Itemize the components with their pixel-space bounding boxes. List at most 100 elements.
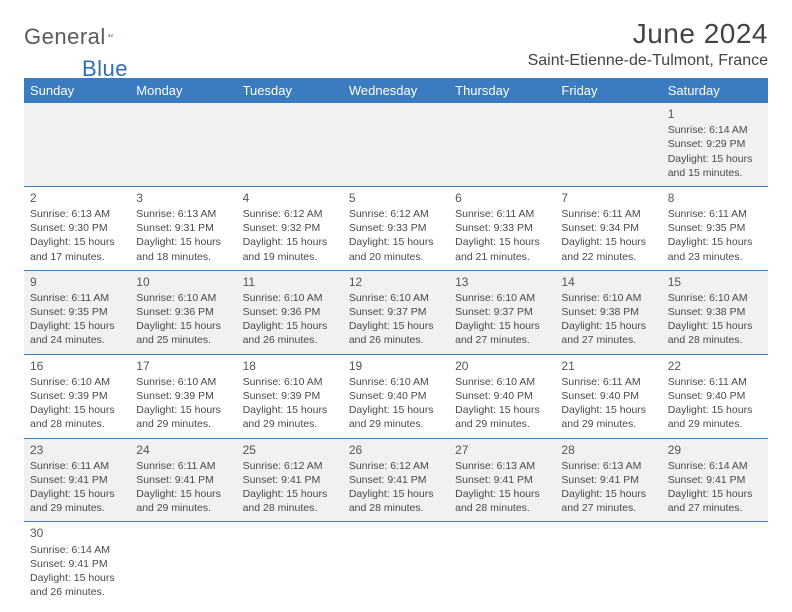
sunset-line: Sunset: 9:35 PM	[668, 221, 762, 235]
location-subtitle: Saint-Etienne-de-Tulmont, France	[528, 52, 768, 70]
calendar-cell: 18Sunrise: 6:10 AMSunset: 9:39 PMDayligh…	[237, 354, 343, 438]
daylight-line: Daylight: 15 hours and 29 minutes.	[349, 403, 443, 431]
sunset-line: Sunset: 9:29 PM	[668, 137, 762, 151]
sunset-line: Sunset: 9:41 PM	[455, 473, 549, 487]
sunset-line: Sunset: 9:35 PM	[30, 305, 124, 319]
logo-sail-icon	[108, 25, 113, 45]
calendar-cell: 29Sunrise: 6:14 AMSunset: 9:41 PMDayligh…	[662, 438, 768, 522]
calendar-cell: 11Sunrise: 6:10 AMSunset: 9:36 PMDayligh…	[237, 270, 343, 354]
daylight-line: Daylight: 15 hours and 29 minutes.	[561, 403, 655, 431]
title-block: June 2024 Saint-Etienne-de-Tulmont, Fran…	[528, 18, 768, 70]
day-number: 17	[136, 358, 230, 374]
calendar-cell: 9Sunrise: 6:11 AMSunset: 9:35 PMDaylight…	[24, 270, 130, 354]
day-number: 15	[668, 274, 762, 290]
calendar-cell: 15Sunrise: 6:10 AMSunset: 9:38 PMDayligh…	[662, 270, 768, 354]
daylight-line: Daylight: 15 hours and 20 minutes.	[349, 235, 443, 263]
day-number: 24	[136, 442, 230, 458]
calendar-cell: 8Sunrise: 6:11 AMSunset: 9:35 PMDaylight…	[662, 186, 768, 270]
sunset-line: Sunset: 9:41 PM	[668, 473, 762, 487]
sunrise-line: Sunrise: 6:10 AM	[349, 375, 443, 389]
sunrise-line: Sunrise: 6:10 AM	[668, 291, 762, 305]
calendar-cell: 6Sunrise: 6:11 AMSunset: 9:33 PMDaylight…	[449, 186, 555, 270]
daylight-line: Daylight: 15 hours and 28 minutes.	[30, 403, 124, 431]
calendar-cell: 14Sunrise: 6:10 AMSunset: 9:38 PMDayligh…	[555, 270, 661, 354]
calendar-cell: 4Sunrise: 6:12 AMSunset: 9:32 PMDaylight…	[237, 186, 343, 270]
calendar-cell: 26Sunrise: 6:12 AMSunset: 9:41 PMDayligh…	[343, 438, 449, 522]
calendar-cell: 21Sunrise: 6:11 AMSunset: 9:40 PMDayligh…	[555, 354, 661, 438]
day-number: 6	[455, 190, 549, 206]
sunrise-line: Sunrise: 6:11 AM	[668, 375, 762, 389]
sunrise-line: Sunrise: 6:13 AM	[455, 459, 549, 473]
day-number: 9	[30, 274, 124, 290]
calendar-cell	[449, 103, 555, 186]
sunset-line: Sunset: 9:30 PM	[30, 221, 124, 235]
logo: General	[24, 24, 134, 50]
sunrise-line: Sunrise: 6:10 AM	[455, 375, 549, 389]
day-number: 5	[349, 190, 443, 206]
sunset-line: Sunset: 9:39 PM	[30, 389, 124, 403]
weekday-header: Friday	[555, 78, 661, 103]
sunrise-line: Sunrise: 6:12 AM	[243, 459, 337, 473]
day-number: 14	[561, 274, 655, 290]
daylight-line: Daylight: 15 hours and 29 minutes.	[136, 487, 230, 515]
calendar-cell	[343, 103, 449, 186]
daylight-line: Daylight: 15 hours and 15 minutes.	[668, 152, 762, 180]
sunrise-line: Sunrise: 6:11 AM	[561, 207, 655, 221]
calendar-cell: 2Sunrise: 6:13 AMSunset: 9:30 PMDaylight…	[24, 186, 130, 270]
sunrise-line: Sunrise: 6:10 AM	[30, 375, 124, 389]
sunrise-line: Sunrise: 6:11 AM	[668, 207, 762, 221]
sunset-line: Sunset: 9:41 PM	[30, 473, 124, 487]
day-number: 19	[349, 358, 443, 374]
calendar-cell	[237, 522, 343, 605]
daylight-line: Daylight: 15 hours and 26 minutes.	[349, 319, 443, 347]
day-number: 1	[668, 106, 762, 122]
daylight-line: Daylight: 15 hours and 29 minutes.	[668, 403, 762, 431]
daylight-line: Daylight: 15 hours and 28 minutes.	[455, 487, 549, 515]
calendar-cell: 24Sunrise: 6:11 AMSunset: 9:41 PMDayligh…	[130, 438, 236, 522]
sunset-line: Sunset: 9:41 PM	[136, 473, 230, 487]
daylight-line: Daylight: 15 hours and 19 minutes.	[243, 235, 337, 263]
calendar-cell: 10Sunrise: 6:10 AMSunset: 9:36 PMDayligh…	[130, 270, 236, 354]
sunset-line: Sunset: 9:39 PM	[243, 389, 337, 403]
calendar-cell	[130, 522, 236, 605]
daylight-line: Daylight: 15 hours and 29 minutes.	[243, 403, 337, 431]
sunrise-line: Sunrise: 6:14 AM	[668, 123, 762, 137]
calendar-cell	[343, 522, 449, 605]
daylight-line: Daylight: 15 hours and 26 minutes.	[243, 319, 337, 347]
sunset-line: Sunset: 9:41 PM	[30, 557, 124, 571]
sunset-line: Sunset: 9:37 PM	[349, 305, 443, 319]
daylight-line: Daylight: 15 hours and 17 minutes.	[30, 235, 124, 263]
calendar-cell	[130, 103, 236, 186]
daylight-line: Daylight: 15 hours and 25 minutes.	[136, 319, 230, 347]
calendar-cell: 20Sunrise: 6:10 AMSunset: 9:40 PMDayligh…	[449, 354, 555, 438]
sunset-line: Sunset: 9:40 PM	[561, 389, 655, 403]
sunset-line: Sunset: 9:41 PM	[349, 473, 443, 487]
sunset-line: Sunset: 9:36 PM	[243, 305, 337, 319]
calendar-cell: 23Sunrise: 6:11 AMSunset: 9:41 PMDayligh…	[24, 438, 130, 522]
sunset-line: Sunset: 9:38 PM	[668, 305, 762, 319]
day-number: 22	[668, 358, 762, 374]
sunset-line: Sunset: 9:32 PM	[243, 221, 337, 235]
logo-text-blue: Blue	[82, 56, 128, 82]
sunrise-line: Sunrise: 6:10 AM	[136, 291, 230, 305]
sunrise-line: Sunrise: 6:11 AM	[136, 459, 230, 473]
day-number: 16	[30, 358, 124, 374]
sunrise-line: Sunrise: 6:10 AM	[243, 291, 337, 305]
calendar-cell	[555, 103, 661, 186]
sunset-line: Sunset: 9:31 PM	[136, 221, 230, 235]
daylight-line: Daylight: 15 hours and 29 minutes.	[30, 487, 124, 515]
calendar-cell: 28Sunrise: 6:13 AMSunset: 9:41 PMDayligh…	[555, 438, 661, 522]
sunset-line: Sunset: 9:41 PM	[243, 473, 337, 487]
sunset-line: Sunset: 9:34 PM	[561, 221, 655, 235]
calendar-cell: 3Sunrise: 6:13 AMSunset: 9:31 PMDaylight…	[130, 186, 236, 270]
calendar-header-row: SundayMondayTuesdayWednesdayThursdayFrid…	[24, 78, 768, 103]
daylight-line: Daylight: 15 hours and 22 minutes.	[561, 235, 655, 263]
calendar-cell: 17Sunrise: 6:10 AMSunset: 9:39 PMDayligh…	[130, 354, 236, 438]
day-number: 7	[561, 190, 655, 206]
daylight-line: Daylight: 15 hours and 27 minutes.	[561, 319, 655, 347]
weekday-header: Monday	[130, 78, 236, 103]
day-number: 8	[668, 190, 762, 206]
daylight-line: Daylight: 15 hours and 29 minutes.	[455, 403, 549, 431]
calendar-cell: 16Sunrise: 6:10 AMSunset: 9:39 PMDayligh…	[24, 354, 130, 438]
calendar-cell	[24, 103, 130, 186]
